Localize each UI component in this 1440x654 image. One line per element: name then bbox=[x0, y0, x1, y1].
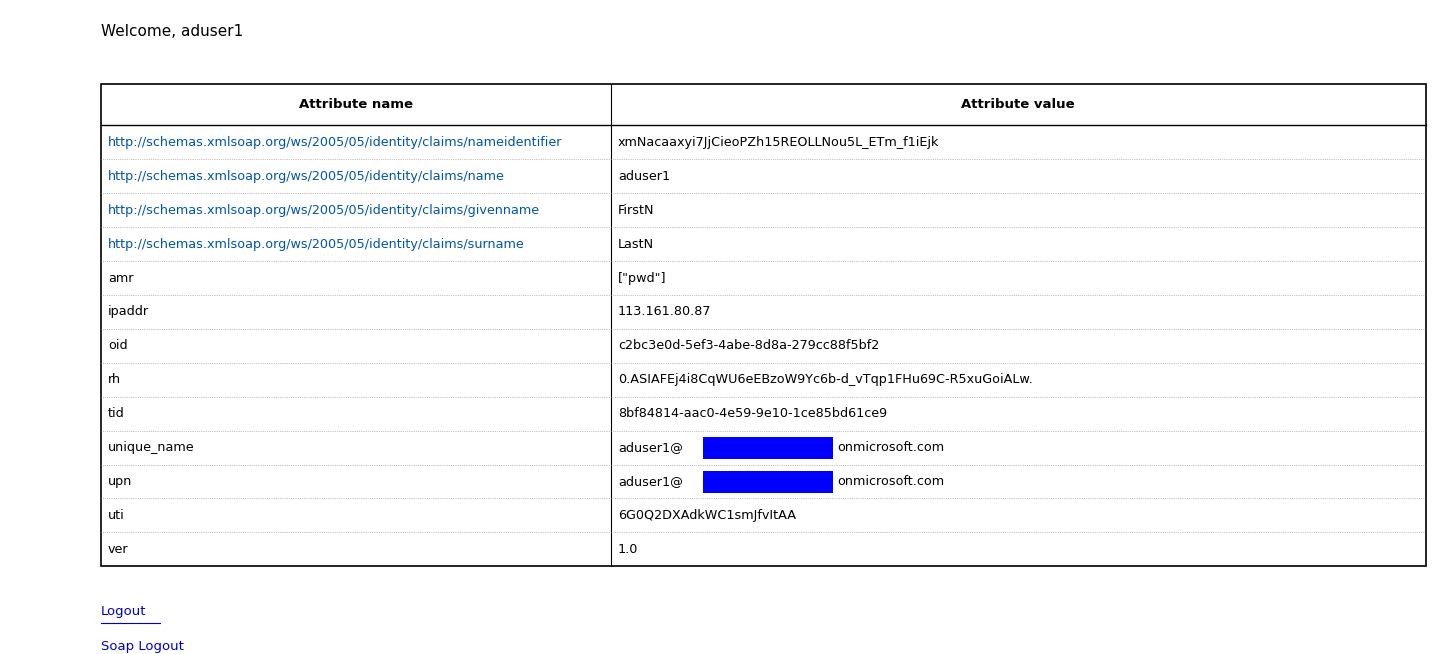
Text: 113.161.80.87: 113.161.80.87 bbox=[618, 305, 711, 318]
Text: ["pwd"]: ["pwd"] bbox=[618, 271, 667, 284]
Text: ipaddr: ipaddr bbox=[108, 305, 150, 318]
Text: Welcome, aduser1: Welcome, aduser1 bbox=[101, 24, 243, 39]
Text: oid: oid bbox=[108, 339, 128, 353]
Bar bbox=[703, 437, 832, 458]
Bar bbox=[101, 84, 1426, 566]
Text: FirstN: FirstN bbox=[618, 204, 655, 216]
Text: 0.ASIAFEj4i8CqWU6eEBzoW9Yc6b-d_vTqp1FHu69C-R5xuGoiALw.: 0.ASIAFEj4i8CqWU6eEBzoW9Yc6b-d_vTqp1FHu6… bbox=[618, 373, 1032, 387]
Text: c2bc3e0d-5ef3-4abe-8d8a-279cc88f5bf2: c2bc3e0d-5ef3-4abe-8d8a-279cc88f5bf2 bbox=[618, 339, 880, 353]
Text: Soap Logout: Soap Logout bbox=[101, 640, 184, 653]
Text: uti: uti bbox=[108, 509, 125, 522]
Text: 6G0Q2DXAdkWC1smJfvItAA: 6G0Q2DXAdkWC1smJfvItAA bbox=[618, 509, 796, 522]
Text: http://schemas.xmlsoap.org/ws/2005/05/identity/claims/surname: http://schemas.xmlsoap.org/ws/2005/05/id… bbox=[108, 237, 524, 250]
Text: http://schemas.xmlsoap.org/ws/2005/05/identity/claims/nameidentifier: http://schemas.xmlsoap.org/ws/2005/05/id… bbox=[108, 136, 563, 149]
Text: ver: ver bbox=[108, 543, 128, 556]
Text: xmNacaaxyi7JjCieoPZh15REOLLNou5L_ETm_f1iEjk: xmNacaaxyi7JjCieoPZh15REOLLNou5L_ETm_f1i… bbox=[618, 136, 939, 149]
Bar bbox=[703, 470, 832, 492]
Text: aduser1: aduser1 bbox=[618, 170, 670, 183]
Text: aduser1@: aduser1@ bbox=[618, 475, 683, 488]
Text: aduser1@: aduser1@ bbox=[618, 441, 683, 454]
Text: onmicrosoft.com: onmicrosoft.com bbox=[837, 475, 945, 488]
Text: 8bf84814-aac0-4e59-9e10-1ce85bd61ce9: 8bf84814-aac0-4e59-9e10-1ce85bd61ce9 bbox=[618, 407, 887, 421]
Text: http://schemas.xmlsoap.org/ws/2005/05/identity/claims/givenname: http://schemas.xmlsoap.org/ws/2005/05/id… bbox=[108, 204, 540, 216]
Text: 1.0: 1.0 bbox=[618, 543, 638, 556]
Text: Attribute value: Attribute value bbox=[962, 98, 1076, 111]
Text: rh: rh bbox=[108, 373, 121, 387]
Text: unique_name: unique_name bbox=[108, 441, 194, 454]
Text: Logout: Logout bbox=[101, 605, 147, 618]
Text: LastN: LastN bbox=[618, 237, 654, 250]
Text: upn: upn bbox=[108, 475, 132, 488]
Text: Attribute name: Attribute name bbox=[300, 98, 413, 111]
Text: tid: tid bbox=[108, 407, 125, 421]
Text: onmicrosoft.com: onmicrosoft.com bbox=[837, 441, 945, 454]
Text: http://schemas.xmlsoap.org/ws/2005/05/identity/claims/name: http://schemas.xmlsoap.org/ws/2005/05/id… bbox=[108, 170, 505, 183]
Text: amr: amr bbox=[108, 271, 134, 284]
